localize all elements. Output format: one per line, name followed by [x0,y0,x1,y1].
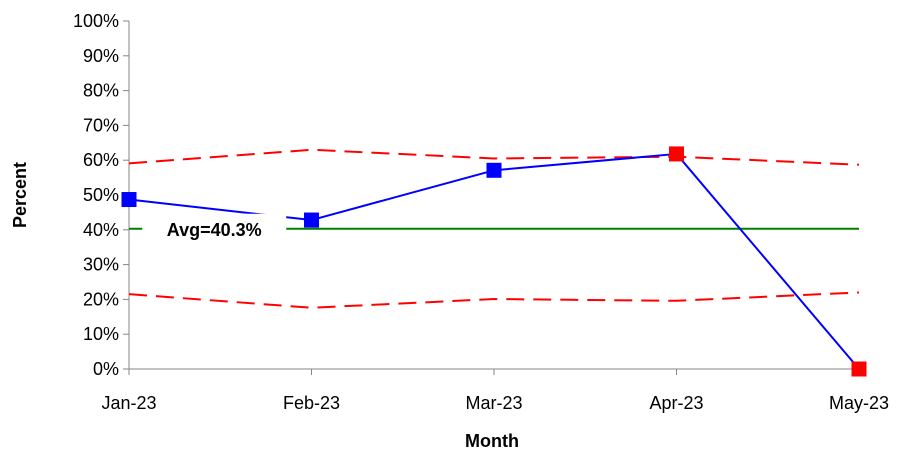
y-tick-label: 10% [83,324,119,344]
y-tick-label: 100% [73,11,119,31]
average-label: Avg=40.3% [167,220,262,240]
data-line [128,152,860,370]
data-point-marker [486,162,502,178]
series-markers [121,146,867,377]
data-point-marker [121,192,137,208]
y-tick-label: 50% [83,185,119,205]
y-tick-label: 30% [83,255,119,275]
axes: 0% 10% 20% 30% 40% 50% 60% 70% 80% 90% 100% Jan-23 F… [73,11,889,413]
y-tick-label: 20% [83,289,119,309]
y-axis-title: Percent [10,162,30,228]
x-tick-label: May-23 [829,393,889,413]
y-tick-label: 60% [83,150,119,170]
y-tick-label: 0% [93,359,119,379]
y-tick-label: 40% [83,220,119,240]
x-tick-label: Apr-23 [649,393,703,413]
annotations: Avg=40.3% [142,213,287,244]
series-lines [128,148,860,370]
x-tick-label: Mar-23 [465,393,522,413]
x-tick-label: Jan-23 [101,393,156,413]
y-tick-label: 80% [83,81,119,101]
lower-limit-line [128,291,860,309]
average-label-background [142,213,287,244]
data-point-marker [851,361,867,377]
upper-limit-line [128,148,860,166]
y-tick-label: 70% [83,115,119,135]
x-axis-title: Month [465,431,519,451]
data-point-marker [304,212,319,228]
y-tick-label: 90% [83,46,119,66]
data-point-marker [669,146,684,162]
x-tick-label: Feb-23 [283,393,340,413]
